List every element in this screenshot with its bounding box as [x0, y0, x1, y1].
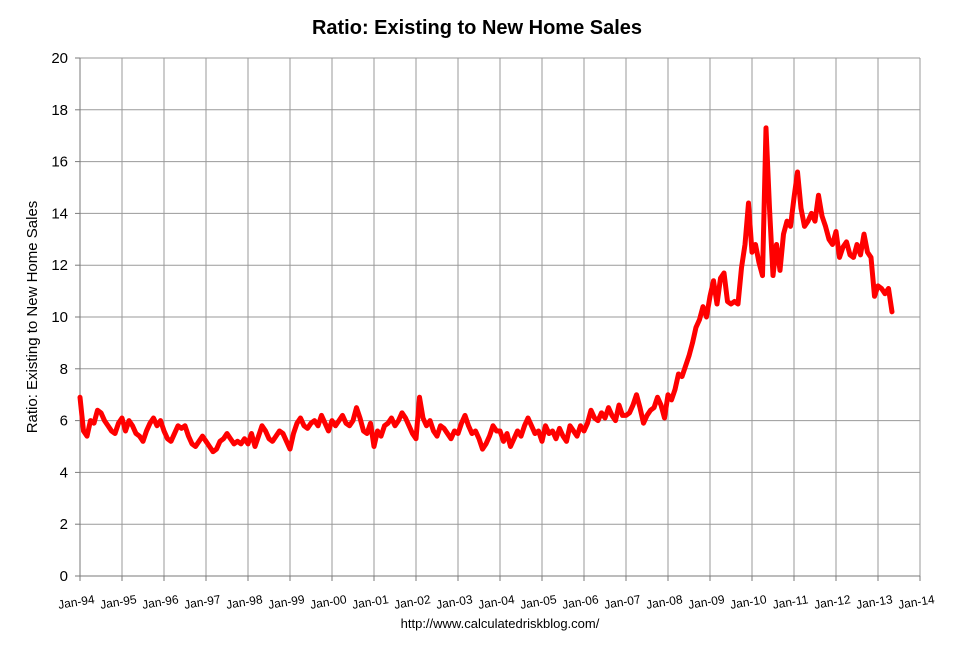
- y-tick-label: 6: [60, 413, 68, 430]
- x-tick-label: Jan-00: [309, 592, 348, 612]
- x-tick-label: Jan-98: [225, 592, 264, 612]
- x-tick-label: Jan-06: [561, 592, 600, 612]
- x-tick-label: Jan-94: [57, 592, 96, 612]
- x-tick-label: Jan-99: [267, 592, 306, 612]
- grid-lines: [80, 57, 921, 576]
- x-tick-label: Jan-12: [813, 592, 852, 612]
- x-tick-label: Jan-11: [772, 592, 810, 611]
- x-tick-label: Jan-01: [351, 592, 390, 612]
- y-tick-label: 18: [51, 102, 68, 119]
- source-url: http://www.calculatedriskblog.com/: [401, 616, 600, 631]
- x-tick-label: Jan-97: [183, 592, 222, 612]
- chart-title: Ratio: Existing to New Home Sales: [312, 17, 642, 39]
- x-tick-label: Jan-05: [519, 592, 558, 612]
- y-tick-label: 0: [60, 568, 68, 585]
- y-tick-label: 20: [51, 50, 68, 67]
- series-layer: [77, 125, 895, 455]
- y-tick-labels: 0 2 4 6 8 10 12 14 16 18 20: [51, 50, 68, 585]
- x-tick-label: Jan-09: [687, 592, 726, 612]
- y-tick-label: 2: [60, 516, 68, 533]
- y-tick-label: 4: [60, 464, 68, 481]
- x-tick-label: Jan-03: [435, 592, 474, 612]
- y-axis-label: Ratio: Existing to New Home Sales: [24, 201, 41, 434]
- y-tick-label: 16: [51, 154, 68, 171]
- x-tick-label: Jan-04: [477, 592, 516, 612]
- x-tick-label: Jan-96: [141, 592, 180, 612]
- x-tick-labels: Jan-94 Jan-95 Jan-96 Jan-97 Jan-98 Jan-99 Jan-…: [57, 592, 936, 612]
- x-tick-label: Jan-02: [393, 592, 432, 612]
- y-tick-label: 8: [60, 361, 68, 378]
- series-line: [77, 125, 895, 455]
- y-tick-label: 12: [51, 257, 68, 274]
- x-tick-label: Jan-13: [855, 592, 894, 612]
- y-tick-label: 14: [51, 205, 68, 222]
- x-tick-label: Jan-07: [603, 592, 642, 612]
- x-tick-label: Jan-10: [729, 592, 768, 612]
- y-tick-label: 10: [51, 309, 68, 326]
- x-tick-label: Jan-95: [99, 592, 138, 612]
- x-tick-label: Jan-08: [645, 592, 684, 612]
- axes: [75, 57, 921, 581]
- x-tick-label: Jan-14: [897, 592, 936, 612]
